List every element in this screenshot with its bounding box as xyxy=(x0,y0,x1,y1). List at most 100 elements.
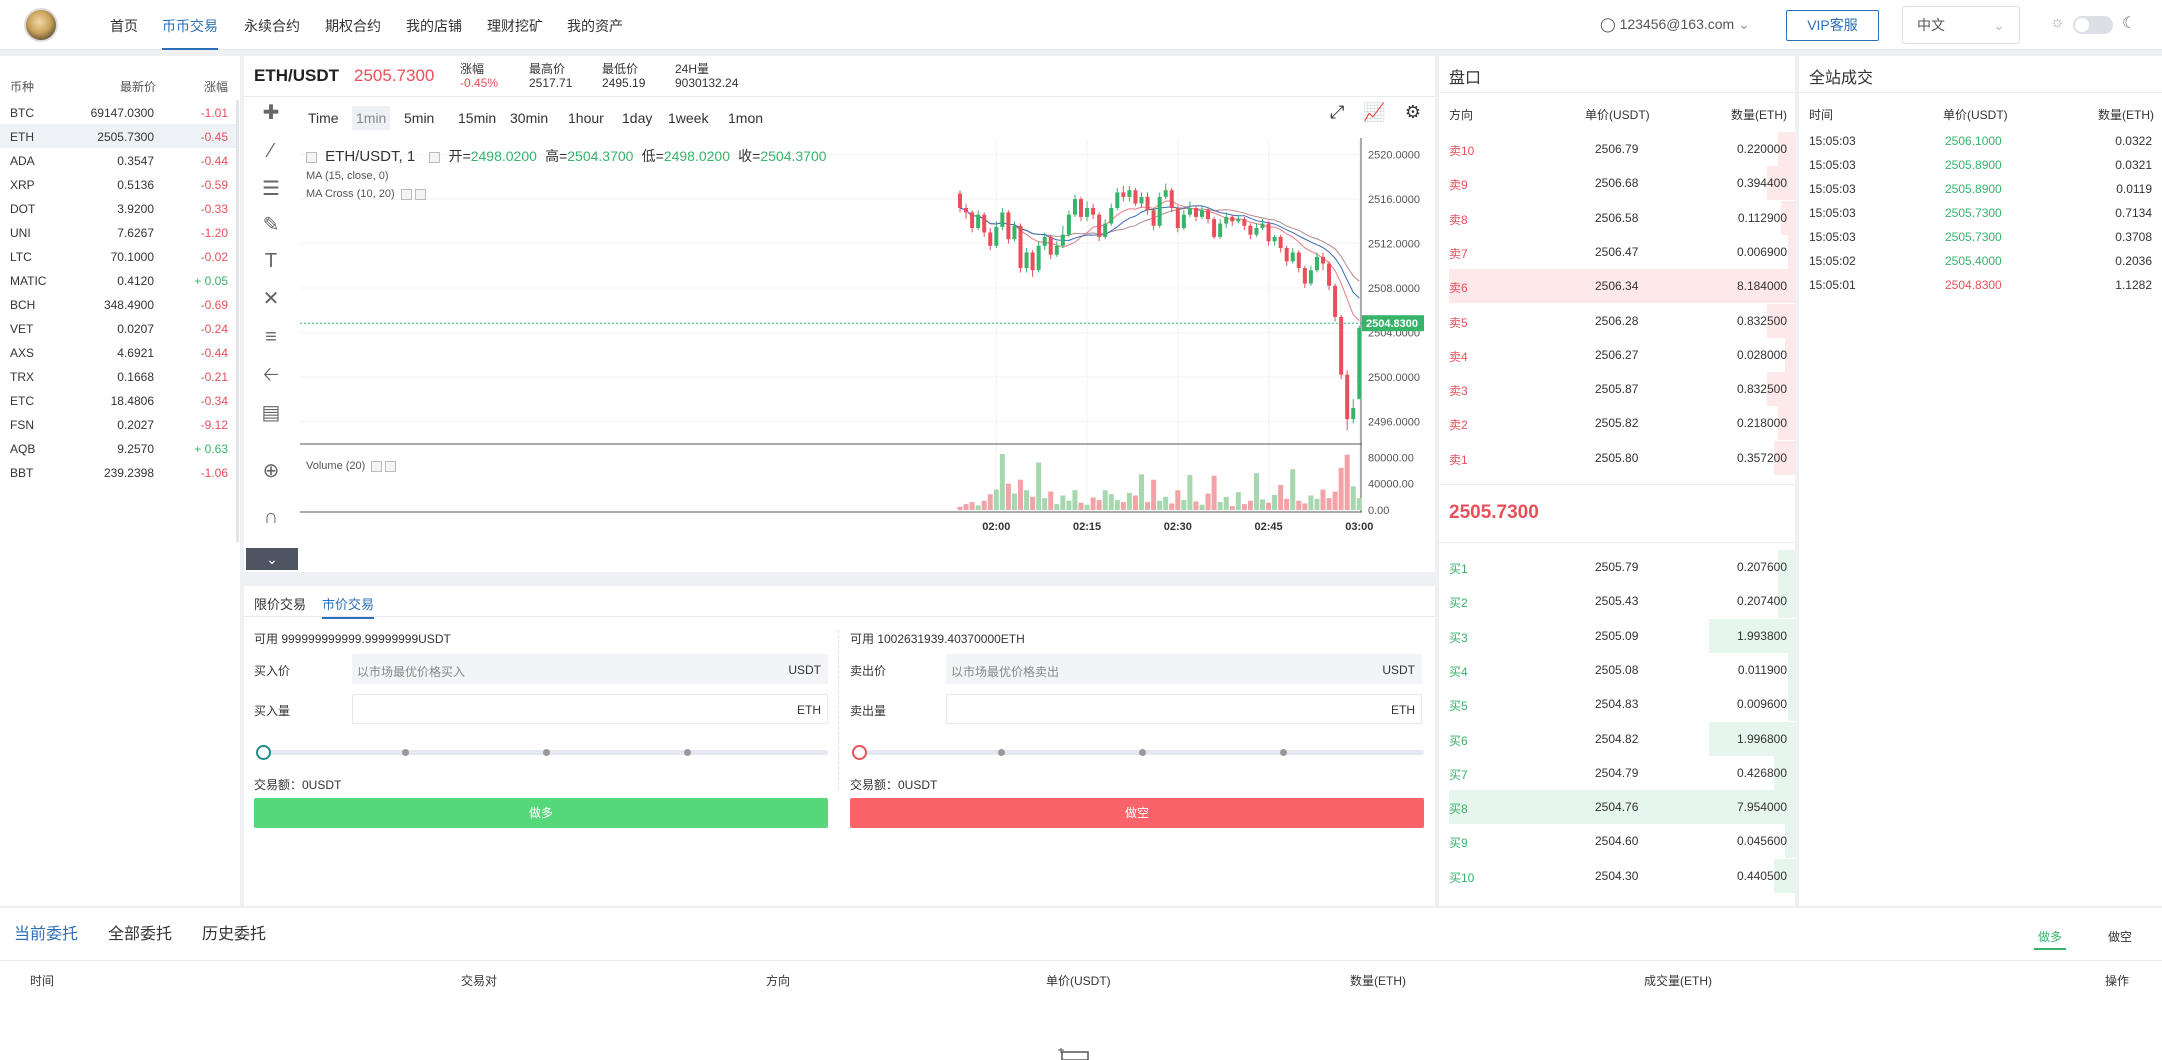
ask-row[interactable]: 卖2 2505.82 0.218000 xyxy=(1439,406,1795,441)
close-icon[interactable] xyxy=(414,188,426,200)
legend-collapse-icon[interactable] xyxy=(306,151,317,163)
timeframe-1mon[interactable]: 1mon xyxy=(728,110,764,126)
bid-row[interactable]: 买10 2504.30 0.440500 xyxy=(1439,858,1795,893)
fullscreen-icon[interactable]: ⤢ xyxy=(1330,102,1345,122)
bid-row[interactable]: 买6 2504.82 1.996800 xyxy=(1439,721,1795,756)
timeframe-5min[interactable]: 5min xyxy=(404,110,435,126)
buy-slider-knob[interactable] xyxy=(256,745,271,760)
slider-step-75[interactable] xyxy=(1280,749,1287,756)
user-menu[interactable]: ◯ 123456@163.com ⌄ xyxy=(1600,16,1750,33)
ask-row[interactable]: 卖7 2506.47 0.006900 xyxy=(1439,234,1795,269)
timeframe-time[interactable]: Time xyxy=(308,110,339,126)
language-select[interactable]: 中文 ⌄ xyxy=(1902,6,2020,44)
brush-icon[interactable]: ✎ xyxy=(262,214,280,236)
market-row-matic[interactable]: MATIC 0.4120 + 0.05 xyxy=(0,268,236,292)
market-row-uni[interactable]: UNI 7.6267 -1.20 xyxy=(0,220,236,244)
market-row-ada[interactable]: ADA 0.3547 -0.44 xyxy=(0,148,236,172)
sell-amount-slider[interactable] xyxy=(852,745,1424,760)
nav-my-store[interactable]: 我的店铺 xyxy=(406,18,462,34)
bid-row[interactable]: 买1 2505.79 0.207600 xyxy=(1439,550,1795,584)
ask-row[interactable]: 卖9 2506.68 0.394400 xyxy=(1439,166,1795,201)
timeframe-1min[interactable]: 1min xyxy=(352,106,391,130)
legend-visibility-icon[interactable] xyxy=(429,151,441,163)
tab-current-orders[interactable]: 当前委托 xyxy=(14,926,79,943)
market-row-bbt[interactable]: BBT 239.2398 -1.06 xyxy=(0,460,236,484)
bid-row[interactable]: 买5 2504.83 0.009600 xyxy=(1439,687,1795,722)
tab-history-orders[interactable]: 历史委托 xyxy=(202,926,267,943)
ask-row[interactable]: 卖1 2505.80 0.357200 xyxy=(1439,440,1795,475)
text-tool-icon[interactable]: T xyxy=(264,250,278,272)
nav-options[interactable]: 期权合约 xyxy=(325,18,381,34)
settings-gear-icon[interactable]: ⚙ xyxy=(1404,102,1421,122)
ask-row[interactable]: 卖5 2506.28 0.832500 xyxy=(1439,303,1795,338)
trend-line-icon[interactable]: ⁄ xyxy=(269,140,273,162)
market-row-axs[interactable]: AXS 4.6921 -0.44 xyxy=(0,340,236,364)
magnet-icon[interactable]: ∩ xyxy=(263,506,279,528)
timeframe-1week[interactable]: 1week xyxy=(668,110,709,126)
tab-limit-order[interactable]: 限价交易 xyxy=(254,597,307,612)
market-row-bch[interactable]: BCH 348.4900 -0.69 xyxy=(0,292,236,316)
bid-row[interactable]: 买7 2504.79 0.426800 xyxy=(1439,755,1795,790)
buy-qty-input[interactable]: ETH xyxy=(352,694,828,724)
market-row-btc[interactable]: BTC 69147.0300 -1.01 xyxy=(0,100,236,124)
timeframe-15min[interactable]: 15min xyxy=(458,110,497,126)
ask-row[interactable]: 卖6 2506.34 8.184000 xyxy=(1439,269,1795,304)
pattern-icon[interactable]: ✕ xyxy=(262,288,280,310)
ask-row[interactable]: 卖10 2506.79 0.220000 xyxy=(1439,132,1795,166)
indicators-icon[interactable]: 📈 xyxy=(1363,102,1386,122)
market-row-etc[interactable]: ETC 18.4806 -0.34 xyxy=(0,388,236,412)
fib-retracement-icon[interactable]: ≡ xyxy=(265,326,277,348)
market-row-aqb[interactable]: AQB 9.2570 + 0.63 xyxy=(0,436,236,460)
ask-row[interactable]: 卖3 2505.87 0.832500 xyxy=(1439,372,1795,407)
market-row-vet[interactable]: VET 0.0207 -0.24 xyxy=(0,316,236,340)
buy-amount-slider[interactable] xyxy=(256,745,828,760)
bid-row[interactable]: 买3 2505.09 1.993800 xyxy=(1439,618,1795,653)
back-arrow-icon[interactable]: 🡠 xyxy=(262,364,280,386)
buy-price-input[interactable]: 以市场最优价格买入 USDT xyxy=(352,654,828,684)
filter-long[interactable]: 做多 xyxy=(2034,928,2067,950)
measure-icon[interactable]: ▤ xyxy=(261,402,281,424)
bid-row[interactable]: 买9 2504.60 0.045600 xyxy=(1439,824,1795,859)
market-row-fsn[interactable]: FSN 0.2027 -9.12 xyxy=(0,412,236,436)
theme-toggle[interactable] xyxy=(2073,16,2113,34)
close-icon[interactable] xyxy=(385,460,397,472)
tab-market-order[interactable]: 市价交易 xyxy=(322,594,375,619)
filter-short[interactable]: 做空 xyxy=(2108,930,2133,944)
bid-row[interactable]: 买4 2505.08 0.011900 xyxy=(1439,652,1795,687)
zoom-in-icon[interactable]: ⊕ xyxy=(262,460,280,482)
settings-icon[interactable] xyxy=(400,188,412,200)
ask-row[interactable]: 卖4 2506.27 0.028000 xyxy=(1439,337,1795,372)
sell-slider-knob[interactable] xyxy=(852,745,867,760)
bid-row[interactable]: 买2 2505.43 0.207400 xyxy=(1439,584,1795,619)
logo[interactable] xyxy=(24,8,58,42)
nav-mining[interactable]: 理财挖矿 xyxy=(487,18,543,34)
nav-home[interactable]: 首页 xyxy=(110,18,138,34)
timeframe-1day[interactable]: 1day xyxy=(622,110,653,126)
collapse-tools-button[interactable]: ⌄ xyxy=(246,548,298,570)
sell-short-button[interactable]: 做空 xyxy=(850,798,1424,828)
ask-row[interactable]: 卖8 2506.58 0.112900 xyxy=(1439,200,1795,235)
market-row-xrp[interactable]: XRP 0.5136 -0.59 xyxy=(0,172,236,196)
slider-step-75[interactable] xyxy=(684,749,691,756)
market-row-ltc[interactable]: LTC 70.1000 -0.02 xyxy=(0,244,236,268)
nav-spot-trade[interactable]: 币币交易 xyxy=(162,16,218,50)
sell-price-input[interactable]: 以市场最优价格卖出 USDT xyxy=(946,654,1422,684)
sell-qty-input[interactable]: ETH xyxy=(946,694,1422,724)
crosshair-icon[interactable]: ✚ xyxy=(262,102,280,124)
pitchfork-icon[interactable]: ☰ xyxy=(262,178,280,200)
market-row-trx[interactable]: TRX 0.1668 -0.21 xyxy=(0,364,236,388)
market-row-eth[interactable]: ETH 2505.7300 -0.45 xyxy=(0,124,236,148)
slider-step-25[interactable] xyxy=(998,749,1005,756)
timeframe-1hour[interactable]: 1hour xyxy=(568,110,604,126)
vip-support-button[interactable]: VIP客服 xyxy=(1786,10,1879,41)
slider-step-50[interactable] xyxy=(543,749,550,756)
tab-all-orders[interactable]: 全部委托 xyxy=(108,926,173,943)
nav-perpetual[interactable]: 永续合约 xyxy=(244,18,300,34)
market-scrollbar[interactable] xyxy=(236,100,239,542)
timeframe-30min[interactable]: 30min xyxy=(510,110,549,126)
settings-icon[interactable] xyxy=(371,460,383,472)
buy-long-button[interactable]: 做多 xyxy=(254,798,828,828)
slider-step-50[interactable] xyxy=(1139,749,1146,756)
price-chart[interactable]: 2520.0000 2516.0000 2512.0000 2508.0000 2504… xyxy=(300,138,1426,568)
slider-step-25[interactable] xyxy=(402,749,409,756)
